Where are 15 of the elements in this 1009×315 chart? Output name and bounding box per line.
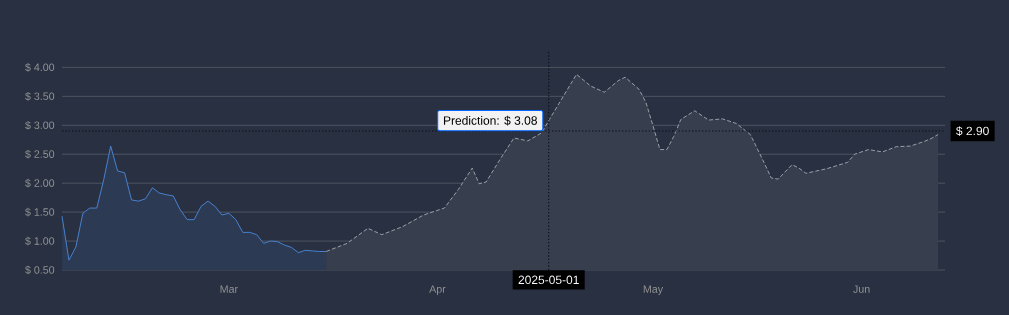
y-tick-label: $ 2.50 (25, 149, 55, 159)
x-tick-label: May (643, 285, 664, 295)
annotation: Prediction: $ 3.08 (443, 115, 537, 126)
y-tick-label: $ 2.00 (25, 178, 55, 188)
x-tick-label: Apr (429, 285, 446, 295)
y-tick-label: $ 3.50 (25, 91, 55, 101)
ref-line-label: 2025-05-01 (518, 275, 579, 285)
ref-line-label: $ 2.90 (956, 126, 989, 136)
y-tick-label: $ 3.00 (25, 120, 55, 130)
y-tick-label: $ 0.50 (25, 265, 55, 275)
y-tick-label: $ 1.50 (25, 207, 55, 217)
x-tick-label: Jun (853, 285, 870, 293)
x-tick-label: Mar (220, 285, 238, 293)
y-tick-label: $ 4.00 (25, 63, 55, 72)
y-tick-label: $ 1.00 (25, 236, 55, 246)
